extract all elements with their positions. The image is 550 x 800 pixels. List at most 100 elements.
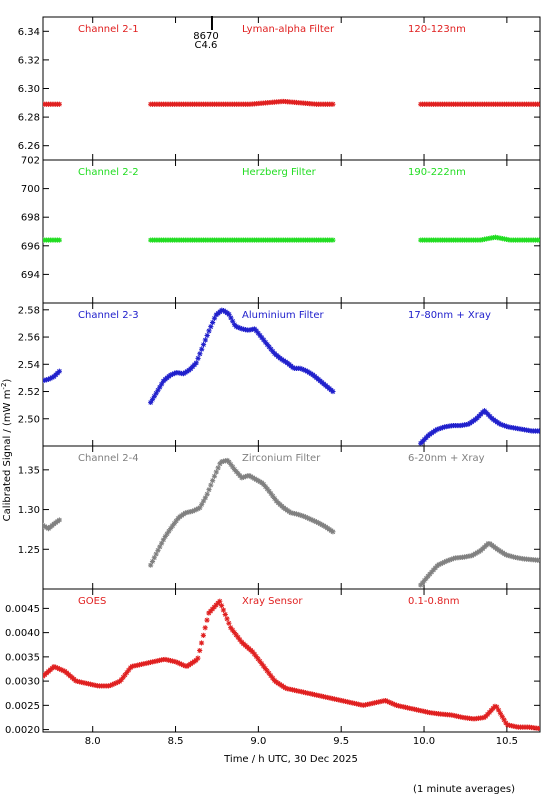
- data-point: [432, 427, 438, 434]
- data-point: [536, 428, 540, 434]
- data-point: [159, 540, 165, 546]
- data-point: [180, 662, 186, 668]
- y-tick-label: 6.32: [18, 55, 40, 66]
- data-point: [441, 559, 448, 565]
- data-point: [113, 680, 119, 686]
- data-point: [54, 665, 61, 671]
- data-point: [509, 553, 515, 560]
- data-point: [56, 101, 63, 107]
- data-point: [507, 553, 513, 559]
- data-point: [425, 573, 431, 579]
- data-point: [436, 562, 442, 568]
- data-point: [169, 523, 176, 529]
- plot-frame: [42, 16, 541, 161]
- y-tick-label: 2.52: [18, 387, 40, 398]
- data-point: [155, 387, 161, 393]
- y-tick-label: 0.0035: [5, 652, 40, 663]
- data-point: [199, 346, 205, 352]
- data-point: [418, 582, 424, 588]
- y-tick-label: 6.30: [18, 84, 40, 95]
- panel-label-band: 17-80nm + Xray: [408, 310, 491, 321]
- data-point: [301, 367, 307, 373]
- data-point: [171, 520, 177, 527]
- data-point: [261, 337, 267, 343]
- y-tick-label: 696: [21, 241, 40, 252]
- data-point: [171, 658, 177, 665]
- data-point: [202, 495, 208, 501]
- data-point: [237, 325, 243, 331]
- data-point: [204, 332, 210, 339]
- data-point: [231, 629, 237, 636]
- data-point: [111, 681, 117, 687]
- data-point: [228, 315, 234, 321]
- data-point: [499, 713, 505, 720]
- data-point: [56, 237, 63, 243]
- x-tick-label: 9.5: [333, 736, 349, 747]
- data-point: [157, 544, 163, 550]
- panel-label-filter: Herzberg Filter: [242, 167, 317, 178]
- data-point: [211, 473, 218, 479]
- data-point: [445, 557, 451, 564]
- y-tick-label: 1.30: [18, 505, 40, 516]
- data-point: [195, 506, 201, 512]
- plot-frame: [42, 445, 541, 590]
- data-point: [191, 507, 198, 513]
- data-point: [251, 476, 258, 482]
- y-tick-label: 2.58: [18, 305, 40, 316]
- data-point: [159, 381, 165, 387]
- data-point: [118, 677, 124, 683]
- data-point: [501, 423, 508, 429]
- data-point: [330, 237, 336, 243]
- data-point: [107, 682, 114, 689]
- data-point: [386, 699, 392, 705]
- data-point: [503, 423, 509, 429]
- data-point: [260, 663, 267, 669]
- data-point: [208, 482, 214, 488]
- data-point: [439, 560, 446, 566]
- data-point: [153, 390, 159, 396]
- data-point: [297, 365, 303, 371]
- data-point: [226, 459, 232, 465]
- panel-label-band: 190-222nm: [408, 167, 466, 178]
- y-tick-label: 0.0045: [5, 604, 40, 615]
- data-point: [229, 627, 236, 633]
- data-point: [503, 552, 509, 558]
- data-point: [220, 607, 227, 613]
- data-point: [536, 101, 540, 107]
- panel-1: 6.26 6.28 6.30 6.32 6.34 Channel 2-1 Lyman-alp…: [18, 16, 541, 161]
- data-point: [60, 667, 66, 674]
- data-point: [390, 701, 396, 707]
- data-point: [56, 666, 63, 672]
- data-point: [443, 558, 449, 564]
- data-series: [43, 307, 540, 446]
- data-point: [193, 657, 199, 663]
- data-point: [251, 651, 257, 657]
- data-point: [177, 660, 183, 667]
- data-point: [492, 703, 498, 709]
- data-point: [226, 620, 232, 626]
- data-point: [257, 658, 263, 664]
- data-point: [200, 342, 207, 348]
- data-point: [198, 640, 205, 646]
- x-tick-label: 10.5: [496, 736, 518, 747]
- data-point: [237, 637, 243, 643]
- data-point: [306, 516, 312, 522]
- data-point: [210, 319, 216, 326]
- data-point: [199, 501, 205, 508]
- y-tick-label: 694: [21, 270, 40, 281]
- panel-label-band: 120-123nm: [408, 24, 466, 35]
- data-point: [233, 632, 239, 638]
- data-point: [241, 474, 247, 480]
- data-point: [230, 464, 236, 470]
- data-series: [43, 598, 540, 732]
- data-point: [264, 668, 270, 674]
- data-point: [56, 517, 63, 523]
- data-point: [392, 701, 398, 708]
- data-point: [115, 679, 121, 685]
- data-point: [447, 557, 453, 563]
- data-point: [438, 561, 444, 567]
- y-tick-label: 700: [21, 184, 40, 195]
- data-point: [257, 479, 263, 485]
- data-point: [536, 237, 540, 243]
